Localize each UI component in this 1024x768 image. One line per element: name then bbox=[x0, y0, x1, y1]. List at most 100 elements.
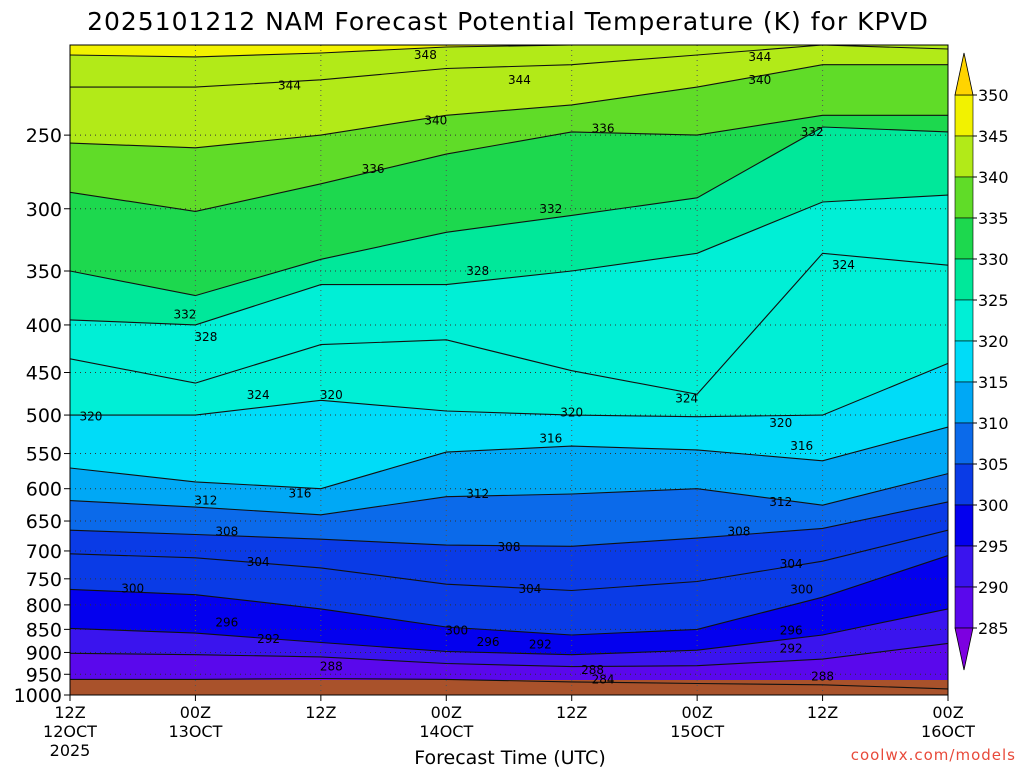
colorbar-label: 290 bbox=[978, 578, 1009, 597]
y-tick-label: 450 bbox=[26, 363, 62, 385]
contour-label: 308 bbox=[727, 524, 750, 538]
contour-label: 324 bbox=[832, 258, 855, 272]
y-tick-label: 850 bbox=[26, 619, 62, 641]
contour-label: 336 bbox=[362, 162, 385, 176]
x-tick-label: 12Z bbox=[305, 703, 336, 722]
isentrope-292 bbox=[70, 642, 948, 668]
chart-title: 2025101212 NAM Forecast Potential Temper… bbox=[87, 7, 929, 36]
y-tick-label: 400 bbox=[26, 315, 62, 337]
y-tick-label: 900 bbox=[26, 642, 62, 664]
contour-label: 312 bbox=[194, 494, 217, 508]
isentrope-308 bbox=[70, 501, 948, 547]
credit-text: coolwx.com/models bbox=[851, 746, 1016, 764]
y-tick-label: 550 bbox=[26, 444, 62, 466]
isentrope-316 bbox=[70, 426, 948, 490]
contour-label: 308 bbox=[215, 524, 238, 538]
colorbar-label: 300 bbox=[978, 496, 1009, 515]
x-tick-date: 12OCT bbox=[43, 722, 97, 741]
contour-label: 292 bbox=[780, 641, 803, 655]
x-axis-label: Forecast Time (UTC) bbox=[414, 747, 605, 768]
contour-label: 304 bbox=[780, 557, 803, 571]
contour-label: 332 bbox=[174, 308, 197, 322]
colorbar-label: 330 bbox=[978, 250, 1009, 269]
contour-label: 344 bbox=[748, 50, 771, 64]
contour-label: 304 bbox=[518, 582, 541, 596]
contour-label: 320 bbox=[769, 416, 792, 430]
contour-label: 340 bbox=[424, 113, 447, 127]
colorbar-bottom-arrow bbox=[954, 627, 974, 671]
colorbar-label: 320 bbox=[978, 332, 1009, 351]
contour-labels: 348 344 344 344 340 340 336 332 336 332 328 324 332 3… bbox=[79, 48, 854, 686]
colorbar-segment bbox=[954, 586, 974, 629]
colorbar-top-arrow bbox=[954, 52, 974, 96]
contour-label: 288 bbox=[811, 669, 834, 683]
y-tick-label: 300 bbox=[26, 199, 62, 221]
colorbar-segment bbox=[954, 135, 974, 178]
colorbar-label: 305 bbox=[978, 455, 1009, 474]
y-tick-label: 700 bbox=[26, 541, 62, 563]
contour-label: 340 bbox=[748, 73, 771, 87]
isentrope-312 bbox=[70, 473, 948, 516]
y-tick-label: 950 bbox=[26, 664, 62, 686]
x-tick-date: 15OCT bbox=[670, 722, 724, 741]
y-tick-label: 600 bbox=[26, 479, 62, 501]
isentrope-288 bbox=[70, 677, 948, 690]
isentrope-344 bbox=[70, 45, 948, 88]
colorbar-label: 340 bbox=[978, 168, 1009, 187]
y-tick-label: 250 bbox=[26, 125, 62, 147]
isentrope-324 bbox=[70, 252, 948, 395]
x-tick-date: 14OCT bbox=[419, 722, 473, 741]
y-axis: 2503003504004505005506006507007508008509… bbox=[14, 125, 70, 707]
contour-label: 312 bbox=[769, 495, 792, 509]
colorbar-segment bbox=[954, 381, 974, 424]
isentrope-contours bbox=[70, 45, 948, 690]
contour-label: 324 bbox=[247, 388, 270, 402]
y-tick-label: 350 bbox=[26, 261, 62, 283]
y-tick-label: 500 bbox=[26, 405, 62, 427]
contour-label: 344 bbox=[508, 73, 531, 87]
contour-label: 320 bbox=[560, 406, 583, 420]
contour-label: 284 bbox=[592, 672, 615, 686]
colorbar-label: 310 bbox=[978, 414, 1009, 433]
colorbar-segment bbox=[954, 94, 974, 137]
colorbar-segment bbox=[954, 422, 974, 465]
y-tick-label: 650 bbox=[26, 511, 62, 533]
y-tick-label: 1000 bbox=[14, 685, 62, 707]
contour-label: 300 bbox=[790, 582, 813, 596]
contour-label: 296 bbox=[215, 616, 238, 630]
isentrope-348 bbox=[70, 45, 948, 58]
colorbar-label: 285 bbox=[978, 619, 1009, 638]
isentrope-300 bbox=[70, 554, 948, 636]
contour-label: 296 bbox=[477, 635, 500, 649]
contour-label: 328 bbox=[194, 330, 217, 344]
contour-label: 348 bbox=[414, 48, 437, 62]
contour-label: 300 bbox=[445, 623, 468, 637]
colorbar: 350 345 340 335 330 325 320 315 310 305 300 295 290 2… bbox=[954, 52, 1009, 671]
theta-shading bbox=[70, 45, 948, 695]
x-tick-label: 00Z bbox=[180, 703, 211, 722]
contour-label: 316 bbox=[790, 439, 813, 453]
colorbar-segment bbox=[954, 504, 974, 547]
x-tick-label: 12Z bbox=[807, 703, 838, 722]
colorbar-label: 345 bbox=[978, 127, 1009, 146]
colorbar-segment bbox=[954, 463, 974, 506]
x-tick-label: 00Z bbox=[932, 703, 963, 722]
contour-label: 320 bbox=[79, 410, 102, 424]
x-tick-date: 13OCT bbox=[168, 722, 222, 741]
isentrope-340 bbox=[70, 64, 948, 149]
contour-label: 316 bbox=[288, 486, 311, 500]
colorbar-label: 325 bbox=[978, 291, 1009, 310]
isentrope-296 bbox=[70, 608, 948, 656]
x-tick-label: 12Z bbox=[54, 703, 85, 722]
isentrope-328 bbox=[70, 194, 948, 326]
contour-label: 308 bbox=[498, 540, 521, 554]
contour-label: 324 bbox=[675, 392, 698, 406]
colorbar-label: 295 bbox=[978, 537, 1009, 556]
isentrope-304 bbox=[70, 529, 948, 592]
contour-label: 288 bbox=[581, 663, 604, 677]
contour-label: 312 bbox=[466, 487, 489, 501]
x-tick-label: 00Z bbox=[681, 703, 712, 722]
x-tick-year: 2025 bbox=[50, 741, 91, 760]
